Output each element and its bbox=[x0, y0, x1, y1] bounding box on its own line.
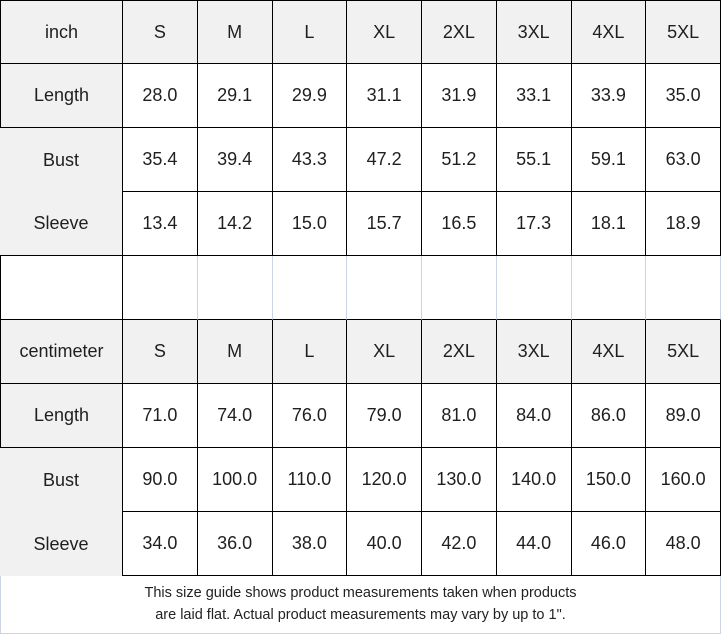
spacer-row-cell bbox=[496, 256, 572, 320]
measurement-value-cell: 160.0 bbox=[646, 448, 721, 512]
measurement-value-cell: 33.1 bbox=[496, 64, 572, 128]
measurement-value-cell: 55.1 bbox=[496, 128, 572, 192]
measurement-label-sleeve-cm: Sleeve bbox=[0, 512, 123, 576]
size-header-cell: 3XL bbox=[496, 0, 572, 64]
unit-cell-centimeter: centimeter bbox=[0, 320, 123, 384]
measurement-value-cell: 51.2 bbox=[422, 128, 497, 192]
size-header-cell: 4XL bbox=[571, 0, 647, 64]
measurement-value-cell: 18.1 bbox=[571, 192, 647, 256]
measurement-value-cell: 48.0 bbox=[646, 512, 721, 576]
measurement-value-cell: 47.2 bbox=[347, 128, 422, 192]
size-header-cell: XL bbox=[347, 320, 422, 384]
spacer-row-cell bbox=[571, 256, 647, 320]
measurement-value-cell: 34.0 bbox=[123, 512, 198, 576]
measurement-value-cell: 31.9 bbox=[422, 64, 497, 128]
size-header-cell: 3XL bbox=[496, 320, 572, 384]
measurement-value-cell: 14.2 bbox=[197, 192, 273, 256]
measurement-value-cell: 44.0 bbox=[496, 512, 572, 576]
size-header-cell: 5XL bbox=[646, 0, 721, 64]
measurement-label-bust-inch: Bust bbox=[0, 128, 123, 192]
size-header-cell: 2XL bbox=[422, 320, 497, 384]
spacer-row-cell bbox=[123, 256, 198, 320]
measurement-value-cell: 81.0 bbox=[422, 384, 497, 448]
measurement-value-cell: 150.0 bbox=[571, 448, 647, 512]
measurement-value-cell: 33.9 bbox=[571, 64, 647, 128]
size-header-cell: 4XL bbox=[571, 320, 647, 384]
measurement-value-cell: 35.0 bbox=[646, 64, 721, 128]
measurement-value-cell: 13.4 bbox=[123, 192, 198, 256]
size-header-cell: M bbox=[197, 0, 273, 64]
measurement-value-cell: 120.0 bbox=[347, 448, 422, 512]
measurement-value-cell: 79.0 bbox=[347, 384, 422, 448]
measurement-value-cell: 40.0 bbox=[347, 512, 422, 576]
measurement-value-cell: 42.0 bbox=[422, 512, 497, 576]
measurement-value-cell: 100.0 bbox=[197, 448, 273, 512]
measurement-value-cell: 28.0 bbox=[123, 64, 198, 128]
size-header-cell: 5XL bbox=[646, 320, 721, 384]
size-header-cell: L bbox=[272, 320, 348, 384]
measurement-label-length-cm: Length bbox=[0, 384, 123, 448]
size-chart-table: inch S M L XL 2XL 3XL 4XL 5XL Length 28.… bbox=[0, 0, 721, 576]
measurement-value-cell: 140.0 bbox=[496, 448, 572, 512]
size-note-line-2: are laid flat. Actual product measuremen… bbox=[155, 606, 566, 623]
size-header-cell: M bbox=[197, 320, 273, 384]
size-note: This size guide shows product measuremen… bbox=[0, 576, 721, 634]
unit-cell-inch: inch bbox=[0, 0, 123, 64]
size-header-cell: S bbox=[123, 320, 198, 384]
measurement-value-cell: 110.0 bbox=[272, 448, 348, 512]
size-header-cell: L bbox=[272, 0, 348, 64]
spacer-row-cell bbox=[0, 256, 123, 320]
measurement-value-cell: 130.0 bbox=[422, 448, 497, 512]
measurement-value-cell: 59.1 bbox=[571, 128, 647, 192]
measurement-label-bust-cm: Bust bbox=[0, 448, 123, 512]
measurement-value-cell: 16.5 bbox=[422, 192, 497, 256]
measurement-value-cell: 17.3 bbox=[496, 192, 572, 256]
measurement-value-cell: 39.4 bbox=[197, 128, 273, 192]
measurement-value-cell: 35.4 bbox=[123, 128, 198, 192]
measurement-value-cell: 29.9 bbox=[272, 64, 348, 128]
measurement-value-cell: 18.9 bbox=[646, 192, 721, 256]
size-header-cell: 2XL bbox=[422, 0, 497, 64]
measurement-value-cell: 71.0 bbox=[123, 384, 198, 448]
measurement-value-cell: 38.0 bbox=[272, 512, 348, 576]
measurement-value-cell: 15.0 bbox=[272, 192, 348, 256]
size-header-cell: S bbox=[123, 0, 198, 64]
measurement-value-cell: 36.0 bbox=[197, 512, 273, 576]
spacer-row-cell bbox=[197, 256, 273, 320]
measurement-value-cell: 15.7 bbox=[347, 192, 422, 256]
spacer-row-cell bbox=[347, 256, 422, 320]
measurement-value-cell: 76.0 bbox=[272, 384, 348, 448]
measurement-value-cell: 46.0 bbox=[571, 512, 647, 576]
measurement-value-cell: 89.0 bbox=[646, 384, 721, 448]
measurement-label-length-inch: Length bbox=[0, 64, 123, 128]
measurement-value-cell: 63.0 bbox=[646, 128, 721, 192]
measurement-value-cell: 84.0 bbox=[496, 384, 572, 448]
size-note-line-1: This size guide shows product measuremen… bbox=[144, 584, 577, 601]
spacer-row-cell bbox=[422, 256, 497, 320]
spacer-row-cell bbox=[272, 256, 348, 320]
measurement-label-sleeve-inch: Sleeve bbox=[0, 192, 123, 256]
measurement-value-cell: 74.0 bbox=[197, 384, 273, 448]
measurement-value-cell: 90.0 bbox=[123, 448, 198, 512]
measurement-value-cell: 43.3 bbox=[272, 128, 348, 192]
size-header-cell: XL bbox=[347, 0, 422, 64]
spacer-row-cell bbox=[646, 256, 721, 320]
measurement-value-cell: 31.1 bbox=[347, 64, 422, 128]
measurement-value-cell: 29.1 bbox=[197, 64, 273, 128]
measurement-value-cell: 86.0 bbox=[571, 384, 647, 448]
